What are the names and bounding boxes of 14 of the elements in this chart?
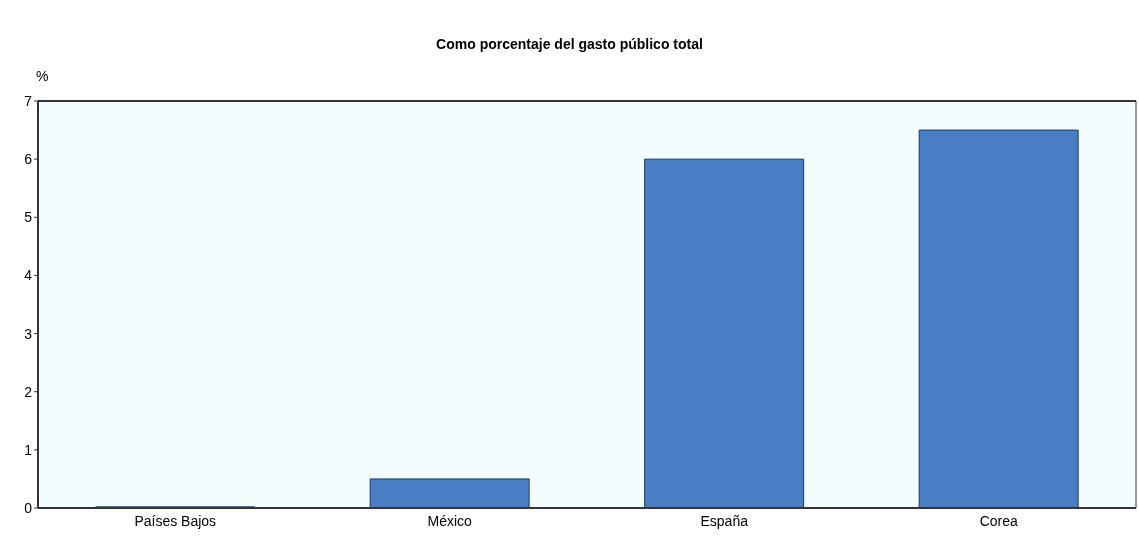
chart-title: Como porcentaje del gasto público total <box>435 36 704 52</box>
y-tick-label: 0 <box>24 499 33 516</box>
x-tick-label: Corea <box>979 512 1019 529</box>
x-tick-label: México <box>427 512 473 529</box>
y-tick-label: 4 <box>24 267 33 284</box>
x-tick-label: Países Bajos <box>134 512 217 529</box>
y-axis-title: % <box>36 68 49 84</box>
y-tick-label: 7 <box>24 92 33 109</box>
y-tick-label: 1 <box>24 441 33 458</box>
y-tick-label: 3 <box>24 325 33 342</box>
y-tick-label: 6 <box>24 151 33 168</box>
x-tick-label: España <box>700 512 749 529</box>
y-tick-label: 2 <box>24 383 33 400</box>
y-tick-label: 5 <box>24 209 33 226</box>
